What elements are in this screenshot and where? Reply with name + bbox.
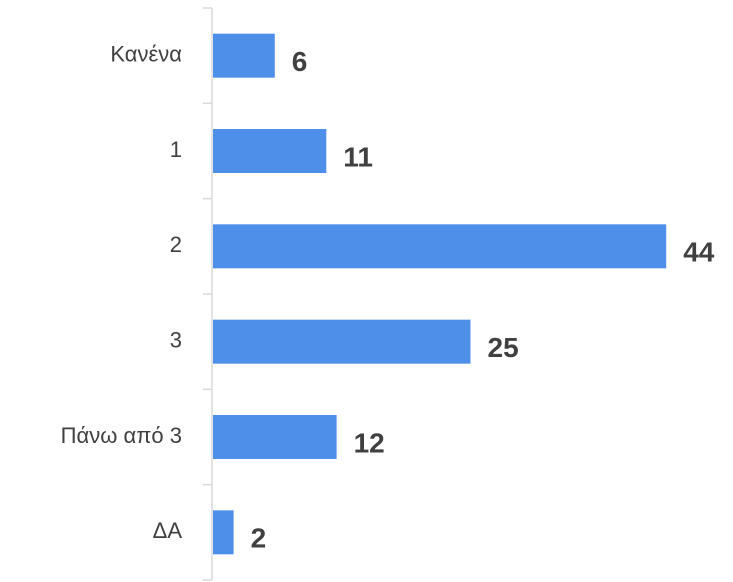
bar bbox=[213, 33, 275, 78]
value-label: 2 bbox=[251, 523, 267, 554]
category-label: ΔΑ bbox=[153, 518, 183, 543]
category-label: 3 bbox=[170, 327, 182, 352]
category-label: 2 bbox=[170, 232, 182, 257]
category-label: 1 bbox=[170, 137, 182, 162]
value-label: 6 bbox=[292, 46, 308, 77]
bar bbox=[213, 510, 234, 555]
value-label: 12 bbox=[354, 427, 385, 458]
value-label: 11 bbox=[343, 141, 373, 172]
category-label: Κανένα bbox=[110, 41, 182, 66]
bar bbox=[213, 224, 667, 269]
category-label: Πάνω από 3 bbox=[61, 423, 182, 448]
bar bbox=[213, 129, 327, 173]
value-label: 25 bbox=[488, 332, 519, 363]
value-label: 44 bbox=[683, 237, 715, 268]
bar bbox=[213, 319, 471, 364]
bar bbox=[213, 415, 337, 459]
